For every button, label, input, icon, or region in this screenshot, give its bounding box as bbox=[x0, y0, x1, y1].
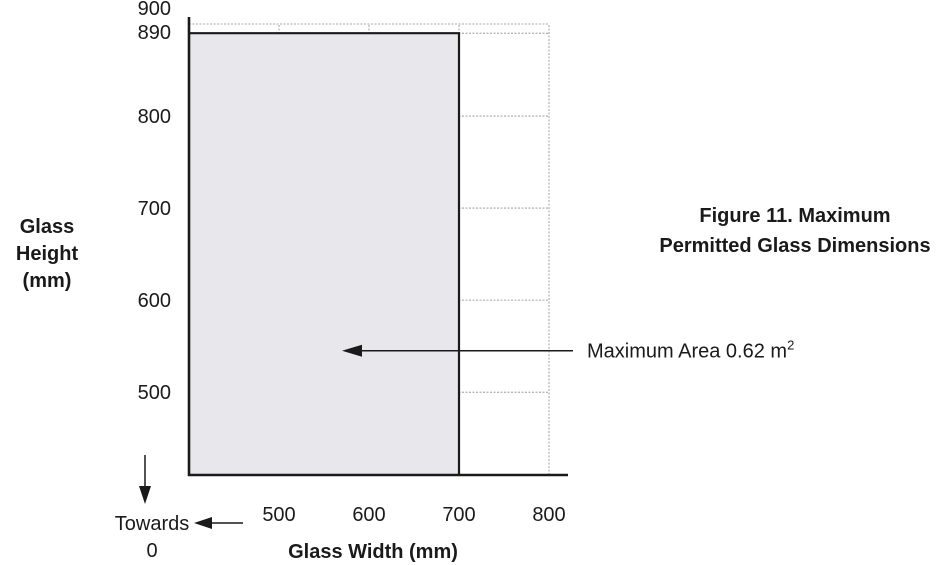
y-axis-title-line-3: (mm) bbox=[23, 270, 72, 292]
left-arrowhead bbox=[194, 517, 212, 529]
annotation-label: Maximum Area 0.62 m2 bbox=[587, 338, 794, 363]
origin-note: Towards 0 bbox=[115, 455, 243, 562]
y-tick-label-890: 890 bbox=[138, 22, 171, 44]
annotation-label-text: Maximum Area 0.62 m bbox=[587, 341, 787, 363]
axis-layer bbox=[187, 17, 568, 477]
x-axis-title: Glass Width (mm) bbox=[288, 541, 458, 563]
y-tick-label-900: 900 bbox=[138, 0, 171, 20]
x-tick-label-800: 800 bbox=[532, 504, 565, 526]
y-tick-label-700: 700 bbox=[138, 198, 171, 220]
permitted-area-outline bbox=[189, 32, 461, 475]
annotation-superscript: 2 bbox=[787, 338, 794, 353]
down-arrowhead bbox=[139, 486, 151, 504]
y-axis-title-line-2: Height bbox=[16, 243, 79, 265]
towards-zero-label: 0 bbox=[146, 540, 157, 562]
x-tick-label-700: 700 bbox=[442, 504, 475, 526]
y-tick-label-600: 600 bbox=[138, 290, 171, 312]
towards-label: Towards bbox=[115, 513, 189, 535]
figure-title-line-2: Permitted Glass Dimensions bbox=[659, 235, 930, 257]
annotation-layer: Maximum Area 0.62 m2 bbox=[342, 338, 794, 363]
x-tick-label-500: 500 bbox=[262, 504, 295, 526]
annotation-arrowhead bbox=[342, 344, 362, 357]
figure-title-line-1: Figure 11. Maximum bbox=[699, 205, 890, 227]
region-layer bbox=[189, 32, 461, 476]
y-tick-label-800: 800 bbox=[138, 106, 171, 128]
y-tick-label-500: 500 bbox=[138, 382, 171, 404]
x-tick-label-600: 600 bbox=[352, 504, 385, 526]
y-axis-title-line-1: Glass bbox=[20, 216, 74, 238]
permitted-area-fill bbox=[189, 33, 459, 476]
